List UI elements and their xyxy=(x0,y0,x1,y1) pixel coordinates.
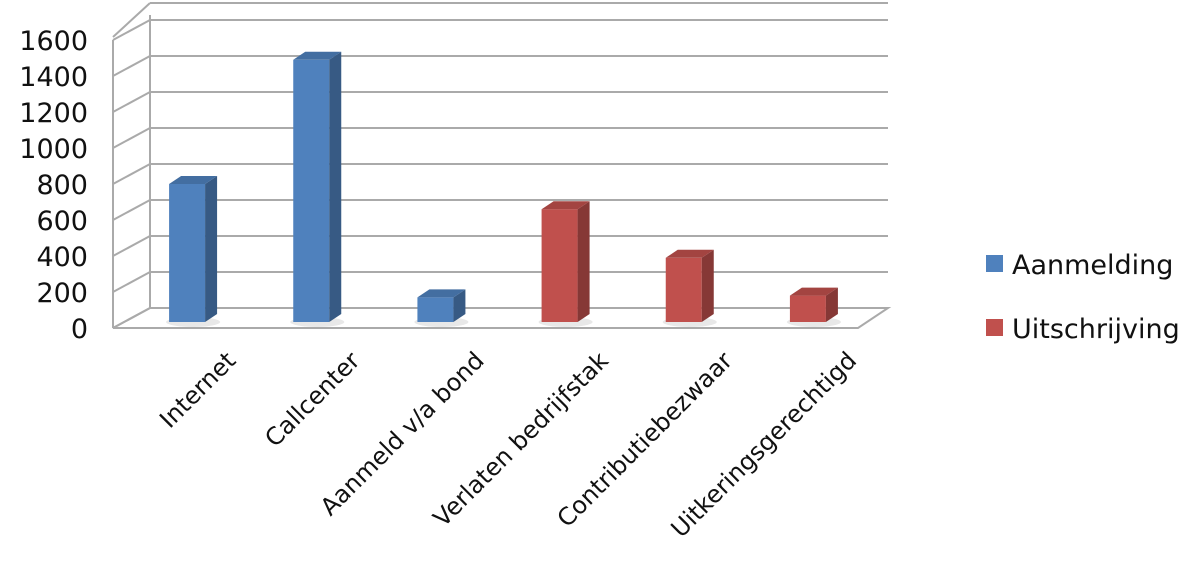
y-tick-label: 0 xyxy=(71,314,88,345)
bar-aanmelding xyxy=(169,184,206,322)
y-tick-label: 1000 xyxy=(19,134,88,165)
legend-label: Uitschrijving xyxy=(1012,314,1180,345)
bar-top xyxy=(293,51,342,60)
chart-walls xyxy=(112,15,892,329)
y-tick-label: 400 xyxy=(36,242,88,273)
gridline-diagonal xyxy=(112,235,151,257)
chart-floor xyxy=(112,307,892,329)
y-tick-label: 1400 xyxy=(19,62,88,93)
y-tick-label: 1200 xyxy=(19,98,88,129)
bar-aanmelding xyxy=(293,59,330,323)
bar-side xyxy=(825,287,838,322)
bar-top xyxy=(665,249,714,258)
bar-side xyxy=(453,289,466,322)
bar-top xyxy=(541,201,590,210)
gridlines xyxy=(112,2,888,329)
legend-label: Aanmelding xyxy=(1012,250,1173,281)
bar-top xyxy=(417,289,466,298)
gridline-diagonal xyxy=(112,199,151,221)
bar-uitschrijving xyxy=(665,257,702,322)
x-category-label: Callcenter xyxy=(259,346,365,452)
bar-side xyxy=(577,201,590,322)
bar-uitschrijving xyxy=(541,209,578,322)
gridline-diagonal xyxy=(112,127,151,149)
bar-uitschrijving xyxy=(789,295,826,322)
gridline-diagonal xyxy=(112,307,151,329)
legend: Aanmelding Uitschrijving xyxy=(986,250,1180,345)
gridline-diagonal xyxy=(112,271,151,293)
gridline-diagonal xyxy=(112,19,151,41)
bar-side xyxy=(701,249,714,322)
bar-side xyxy=(205,176,218,322)
gridline-top-diagonal xyxy=(112,2,151,38)
gridline-diagonal xyxy=(112,163,151,185)
legend-swatch xyxy=(986,319,1003,336)
y-tick-label: 200 xyxy=(36,278,88,309)
legend-swatch xyxy=(986,255,1003,272)
gridline-diagonal xyxy=(112,91,151,113)
x-category-label: Internet xyxy=(154,346,241,433)
bar-top xyxy=(789,287,838,296)
y-axis-ticks: 0 200 400 600 800 1000 1200 1400 1600 xyxy=(19,26,88,345)
bar-top xyxy=(169,176,218,184)
gridline-diagonal xyxy=(112,55,151,77)
bar-side xyxy=(329,51,342,323)
bars xyxy=(166,51,841,327)
bar-aanmelding xyxy=(417,297,454,322)
y-tick-label: 800 xyxy=(36,170,88,201)
y-tick-label: 1600 xyxy=(19,26,88,57)
y-tick-label: 600 xyxy=(36,206,88,237)
